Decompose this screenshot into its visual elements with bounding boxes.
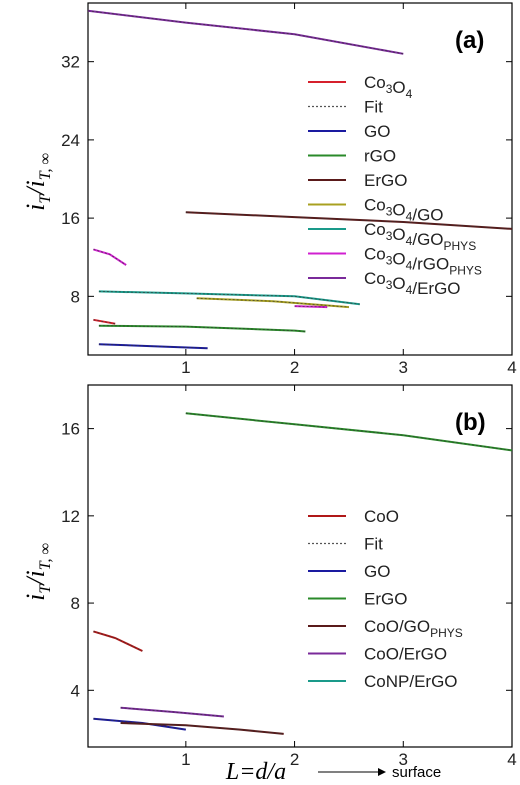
series-line [120, 722, 284, 735]
y-title-a-sub: T [37, 194, 54, 204]
y-tick-label: 32 [61, 53, 80, 72]
y-title-b-den: i [21, 570, 50, 577]
y-tick-label: 16 [61, 209, 80, 228]
y-title-b-den-sub: T, ∞ [37, 543, 54, 570]
y-title-a-den-sub: T, ∞ [37, 153, 54, 180]
legend-entry: CoO/ErGO [364, 645, 447, 664]
panel-a-legend: Co3O4FitGOrGOErGOCo3O4/GOCo3O4/GOPHYSCo3… [308, 73, 482, 298]
x-tick-label: 3 [399, 358, 408, 377]
legend-entry: ErGO [364, 171, 407, 190]
y-axis-title-a: iT/iT, ∞ [21, 153, 54, 211]
series-line [93, 630, 143, 652]
fit-line [120, 722, 284, 735]
panel-b-series [93, 412, 513, 735]
y-tick-label: 4 [71, 681, 80, 700]
legend-entry: Fit [364, 535, 383, 554]
panel-a-ticks: 1 2 3 4 8 16 24 32 [61, 3, 517, 377]
svg-text:iT/iT, ∞: iT/iT, ∞ [21, 153, 54, 211]
panel-a-label: (a) [455, 27, 484, 54]
y-tick-label: 8 [71, 287, 80, 306]
x-tick-label: 3 [399, 750, 408, 769]
x-tick-label: 4 [507, 750, 516, 769]
x-tick-label: 4 [507, 358, 516, 377]
y-title-a-main: i [21, 204, 50, 211]
x-tick-label: 1 [181, 750, 190, 769]
y-axis-title-b: iT/iT, ∞ [21, 543, 54, 601]
fit-line [98, 325, 306, 332]
panel-a-frame [87, 2, 513, 356]
legend-entry: ErGO [364, 590, 407, 609]
series-line [93, 248, 127, 266]
y-tick-label: 24 [61, 131, 80, 150]
series-line [120, 706, 224, 718]
legend-entry: CoO [364, 507, 399, 526]
legend-entry: Co3O4/rGOPHYS [364, 245, 482, 278]
x-tick-label: 1 [181, 358, 190, 377]
y-tick-label: 8 [71, 594, 80, 613]
legend-entry: Co3O4/GOPHYS [364, 220, 476, 253]
y-title-a-den: i [21, 180, 50, 187]
panel-a-series [87, 9, 513, 350]
panel-b-label: (b) [455, 409, 486, 436]
legend-entry: GO [364, 122, 390, 141]
svg-text:iT/iT, ∞: iT/iT, ∞ [21, 543, 54, 601]
surface-label: surface [392, 764, 441, 781]
legend-entry: Co3O4/ErGO [364, 269, 461, 298]
panel-b-legend: CoO Fit GO ErGO CoO/GOPHYS CoO/ErGO CoNP/ErGO [308, 507, 463, 691]
legend-entry: CoNP/ErGO [364, 672, 458, 691]
y-title-b-main: i [21, 594, 50, 601]
series-line [93, 318, 116, 325]
surface-arrow [318, 768, 386, 776]
y-tick-label: 12 [61, 507, 80, 526]
x-axis-title: L=d/a [225, 759, 286, 785]
fit-line [93, 249, 127, 266]
y-tick-label: 16 [61, 420, 80, 439]
series-line [87, 9, 404, 55]
legend-entry: rGO [364, 147, 396, 166]
fit-line [294, 305, 328, 308]
legend-entry: Co3O4 [364, 73, 413, 101]
panel-b-frame [87, 384, 513, 748]
fit-line [98, 291, 360, 305]
x-tick-label: 2 [290, 358, 299, 377]
fit-line [185, 211, 513, 230]
y-title-b-sub: T [37, 584, 54, 594]
series-line [98, 343, 208, 350]
fit-line [87, 10, 404, 55]
legend-entry: GO [364, 562, 390, 581]
series-line [98, 290, 360, 306]
legend-entry: CoO/GOPHYS [364, 617, 463, 640]
series-line [98, 324, 306, 333]
legend-entry: Fit [364, 98, 383, 117]
legend-entry: Co3O4/GO [364, 196, 444, 225]
x-tick-label: 2 [290, 750, 299, 769]
fit-line [185, 412, 513, 451]
fit-line [196, 297, 349, 308]
